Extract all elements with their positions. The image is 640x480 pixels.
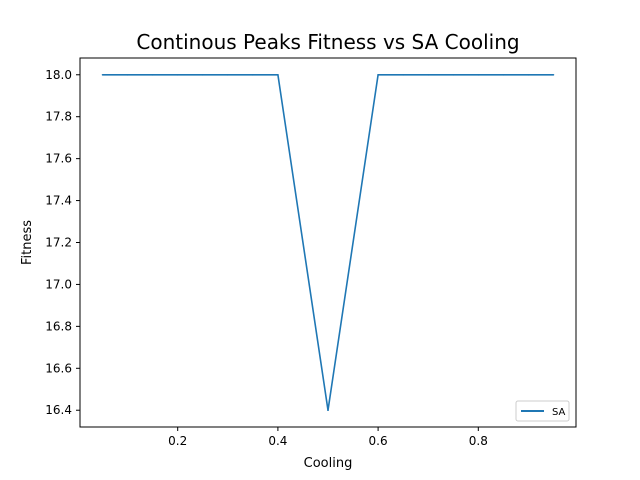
data-point — [126, 73, 129, 76]
data-point — [201, 73, 204, 76]
data-point — [151, 73, 154, 76]
y-tick-label: 17.0 — [45, 277, 72, 291]
y-tick-label: 17.4 — [45, 194, 72, 208]
x-tick-label: 0.2 — [168, 434, 187, 448]
y-tick-label: 17.2 — [45, 236, 72, 250]
x-tick-label: 0.6 — [369, 434, 388, 448]
data-point — [402, 73, 404, 76]
x-axis-label: Cooling — [304, 456, 353, 471]
data-point — [502, 73, 505, 76]
plot-area — [101, 73, 555, 412]
data-point — [452, 73, 455, 76]
y-tick-label: 16.8 — [45, 319, 72, 333]
y-tick-label: 18.0 — [45, 68, 72, 82]
legend: SA — [515, 400, 570, 422]
data-point — [176, 73, 179, 76]
axes-frame — [79, 57, 577, 428]
data-point — [427, 73, 430, 76]
data-point — [277, 73, 279, 76]
x-tick-label: 0.8 — [469, 434, 488, 448]
data-point — [252, 73, 254, 76]
legend-label-sa: SA — [552, 407, 566, 418]
data-point — [477, 73, 480, 76]
y-axis: 16.4 16.6 16.8 17.0 17.2 17.4 17.6 17.8 18.0 — [45, 68, 80, 417]
data-point — [327, 409, 329, 412]
y-tick-label: 16.6 — [45, 361, 72, 375]
x-axis: 0.2 0.4 0.6 0.8 — [168, 427, 488, 448]
y-tick-label: 17.8 — [45, 110, 72, 124]
data-point — [101, 73, 104, 76]
x-tick-label: 0.4 — [268, 434, 287, 448]
data-point — [527, 73, 530, 76]
data-point — [377, 73, 379, 76]
y-tick-label: 16.4 — [45, 403, 72, 417]
y-axis-label: Fitness — [20, 220, 35, 265]
chart-title: Continous Peaks Fitness vs SA Cooling — [136, 30, 519, 54]
data-point — [552, 73, 555, 76]
y-tick-label: 17.6 — [45, 152, 72, 166]
data-point — [226, 73, 229, 76]
